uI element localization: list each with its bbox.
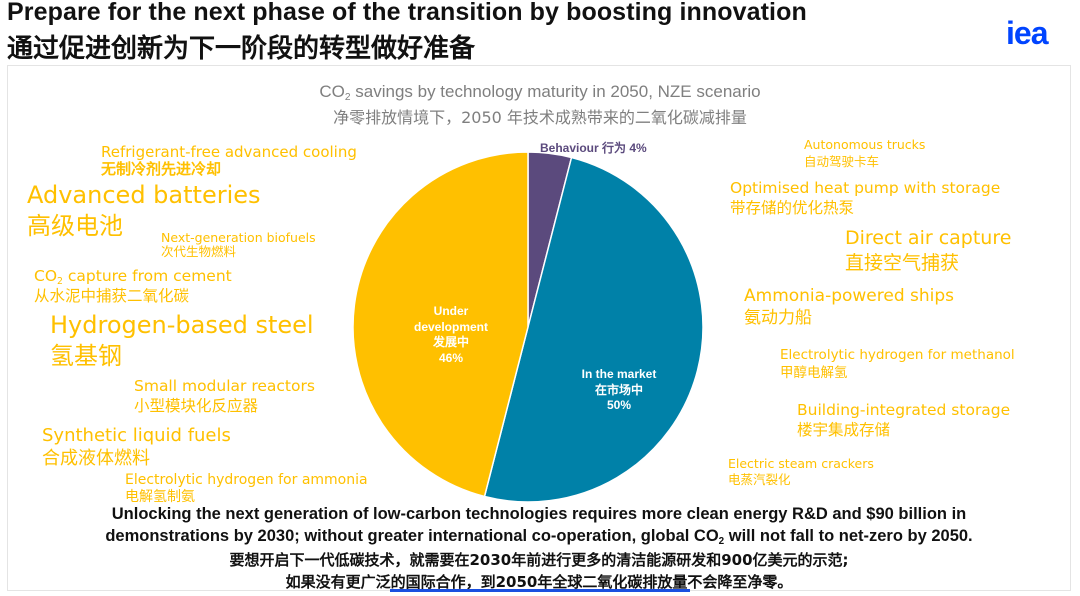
- tech-en: Electrolytic hydrogen for methanol: [780, 347, 1015, 363]
- tech-zh: 氨动力船: [744, 308, 812, 329]
- tech-electric-steam-crackers: Electric steam crackers 电蒸汽裂化: [728, 456, 874, 489]
- tech-en: Advanced batteries: [27, 181, 261, 209]
- tech-en-suffix: capture from cement: [62, 267, 232, 285]
- chart-title-zh: 净零排放情境下，2050 年技术成熟带来的二氧化碳减排量: [333, 108, 747, 127]
- label-line: 50%: [606, 398, 632, 413]
- chart-title-sub: 2: [344, 92, 351, 104]
- tech-en: Ammonia-powered ships: [744, 286, 955, 306]
- pie-slice-in-the-market: [483, 156, 704, 503]
- tech-en: Next-generation biofuels: [161, 230, 316, 245]
- chart-title-en: CO2 savings by technology maturity in 20…: [200, 82, 880, 104]
- tech-next-gen-biofuels: Next-generation biofuels 次代生物燃料: [161, 231, 316, 259]
- slice-label-behaviour: Behaviour 行为 4%: [540, 141, 647, 155]
- label-line: development: [413, 319, 489, 334]
- footer-line-1: Unlocking the next generation of low-car…: [111, 505, 967, 523]
- tech-zh: 小型模块化反应器: [134, 397, 259, 416]
- tech-en: Autonomous trucks: [804, 137, 926, 152]
- tech-zh: 电蒸汽裂化: [728, 472, 791, 488]
- iea-logo: iea: [1006, 15, 1048, 51]
- tech-zh: 高级电池: [27, 212, 123, 241]
- chart-title-suffix: savings by technology maturity in 2050, …: [350, 82, 761, 101]
- tech-zh: 合成液体燃料: [42, 448, 150, 470]
- page-title-zh: 通过促进创新为下一阶段的转型做好准备: [7, 34, 476, 64]
- tech-zh: 次代生物燃料: [161, 244, 237, 259]
- tech-zh: 从水泥中捕获二氧化碳: [34, 287, 190, 306]
- tech-en: Optimised heat pump with storage: [730, 179, 1001, 197]
- tech-en: Electrolytic hydrogen for ammonia: [125, 472, 368, 488]
- slice-label-in-the-market: In the market 在市场中 50%: [582, 367, 657, 414]
- tech-en-prefix: CO: [34, 267, 58, 285]
- tech-en: Hydrogen-based steel: [50, 311, 314, 339]
- tech-refrigerant-free-cooling: Refrigerant-free advanced cooling 无制冷剂先进…: [101, 144, 357, 178]
- footer-line-2-prefix: demonstrations by 2030; without greater …: [105, 527, 719, 545]
- tech-co2-capture-cement: CO2 capture from cement 从水泥中捕获二氧化碳: [34, 266, 232, 306]
- footer-line-3: 要想开启下一代低碳技术，就需要在2030年前进行更多的清洁能源研发和900亿美元…: [229, 551, 849, 569]
- tech-small-modular-reactors: Small modular reactors 小型模块化反应器: [134, 376, 315, 416]
- tech-ammonia-ships: Ammonia-powered ships 氨动力船: [744, 285, 954, 329]
- tech-heat-pump-storage: Optimised heat pump with storage 带存储的优化热…: [730, 178, 1000, 218]
- pie-slice-under-development: [352, 151, 529, 498]
- tech-advanced-batteries: Advanced batteries 高级电池: [27, 180, 261, 242]
- footer-line-4: 如果没有更广泛的国际合作，到2050年全球二氧化碳排放量不会降至净零。: [285, 573, 793, 591]
- label-line: 46%: [438, 350, 464, 365]
- tech-zh: 无制冷剂先进冷却: [101, 159, 222, 178]
- label-line: 在市场中: [594, 382, 644, 397]
- tech-en: CO2 capture from cement: [34, 266, 232, 286]
- slice-label-under-development: Under development 发展中 46%: [414, 304, 488, 366]
- label-line: 发展中: [432, 335, 470, 350]
- footer-line-2: demonstrations by 2030; without greater …: [7, 527, 1071, 546]
- tech-en: Small modular reactors: [134, 377, 315, 395]
- chart-title-prefix: CO: [319, 82, 345, 101]
- tech-electrolytic-h2-ammonia: Electrolytic hydrogen for ammonia 电解氢制氨: [125, 472, 368, 506]
- tech-zh: 甲醇电解氢: [780, 364, 848, 381]
- tech-en: Refrigerant-free advanced cooling: [101, 143, 357, 161]
- tech-synthetic-liquid-fuels: Synthetic liquid fuels 合成液体燃料: [42, 424, 231, 471]
- tech-en: Direct air capture: [845, 227, 1012, 249]
- tech-direct-air-capture: Direct air capture 直接空气捕获: [845, 226, 1011, 275]
- tech-zh: 带存储的优化热泵: [730, 199, 855, 218]
- footer-line-2-sub: 2: [718, 535, 725, 547]
- tech-electrolytic-h2-methanol: Electrolytic hydrogen for methanol 甲醇电解氢: [780, 347, 1015, 382]
- tech-autonomous-trucks: Autonomous trucks 自动驾驶卡车: [804, 137, 925, 171]
- tech-zh: 直接空气捕获: [845, 251, 960, 274]
- label-line: Under: [433, 304, 469, 318]
- label-line: In the market: [581, 367, 657, 381]
- text-selection-underline: [390, 589, 690, 592]
- footer-line-2-suffix: will not fall to net-zero by 2050.: [724, 527, 973, 545]
- page-title-en: Prepare for the next phase of the transi…: [7, 0, 807, 26]
- tech-hydrogen-steel: Hydrogen-based steel 氢基钢: [50, 310, 314, 372]
- tech-en: Building-integrated storage: [797, 401, 1011, 419]
- tech-en-sub: 2: [57, 275, 63, 287]
- tech-zh: 氢基钢: [50, 342, 122, 371]
- tech-en: Electric steam crackers: [728, 456, 874, 471]
- tech-building-integrated-storage: Building-integrated storage 楼宇集成存储: [797, 400, 1010, 440]
- tech-zh: 自动驾驶卡车: [804, 153, 880, 169]
- tech-zh: 楼宇集成存储: [797, 421, 891, 440]
- tech-zh: 电解氢制氨: [125, 488, 195, 505]
- tech-en: Synthetic liquid fuels: [42, 425, 231, 446]
